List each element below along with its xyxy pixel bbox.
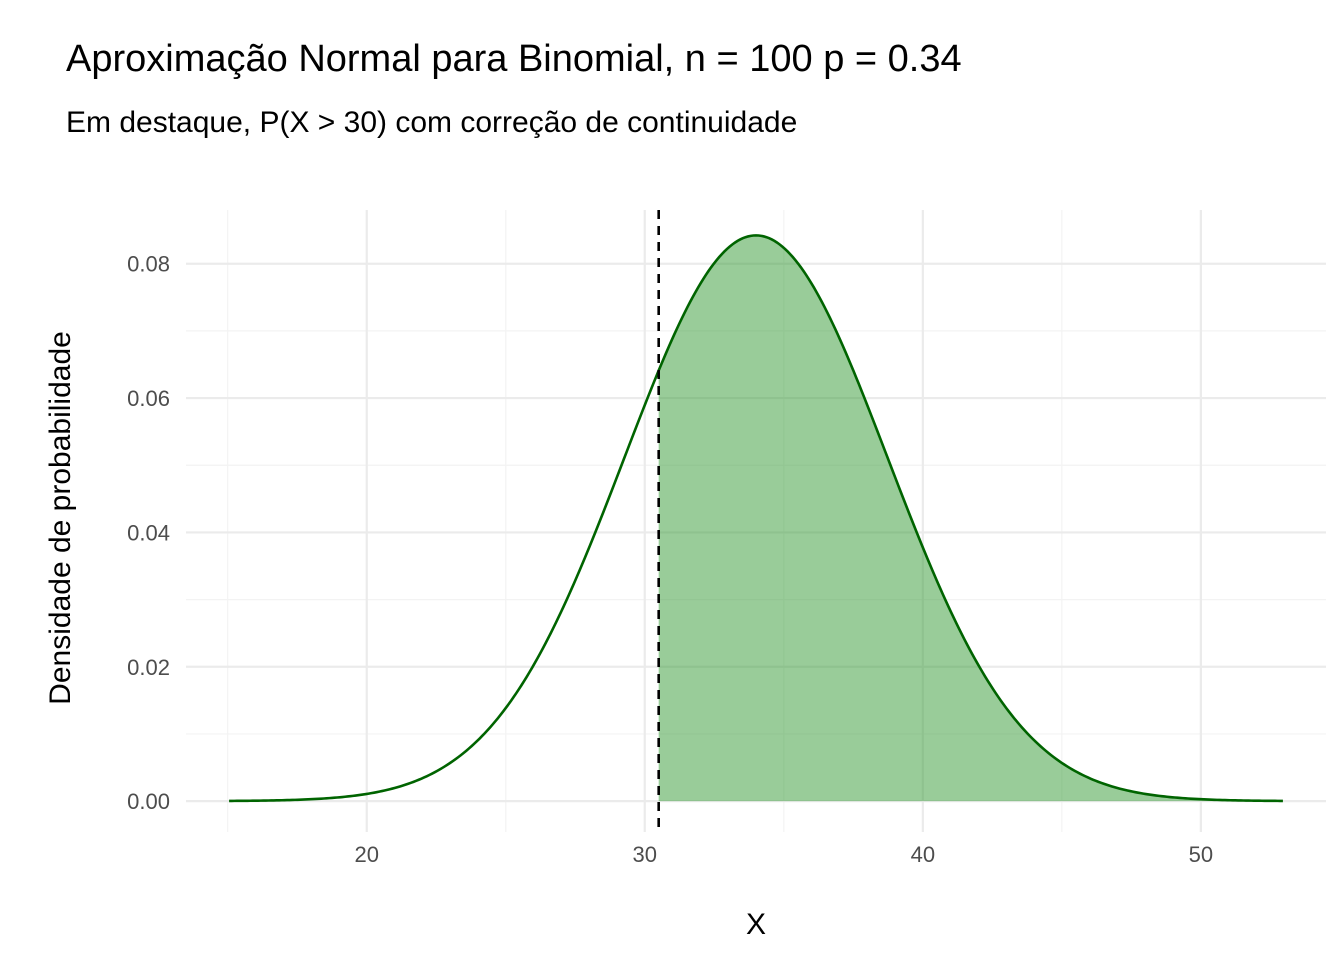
x-axis-ticks: 20 30 40 50 [354,842,1213,867]
shaded-area [658,235,1283,802]
density-curve [229,234,1283,803]
y-axis-title: Densidade de probabilidade [44,331,77,705]
y-axis-ticks: 0.00 0.02 0.04 0.06 0.08 [127,252,170,814]
x-tick-label: 40 [911,842,935,867]
x-tick-label: 50 [1189,842,1213,867]
y-tick-label: 0.06 [127,386,170,411]
chart-title: Aproximação Normal para Binomial, n = 10… [66,38,962,80]
y-tick-label: 0.02 [127,655,170,680]
x-axis-title: X [746,908,766,941]
y-tick-label: 0.00 [127,789,170,814]
y-tick-label: 0.08 [127,252,170,277]
y-tick-label: 0.04 [127,520,170,545]
x-tick-label: 30 [633,842,657,867]
chart-subtitle: Em destaque, P(X > 30) com correção de c… [66,106,798,139]
x-tick-label: 20 [354,842,378,867]
